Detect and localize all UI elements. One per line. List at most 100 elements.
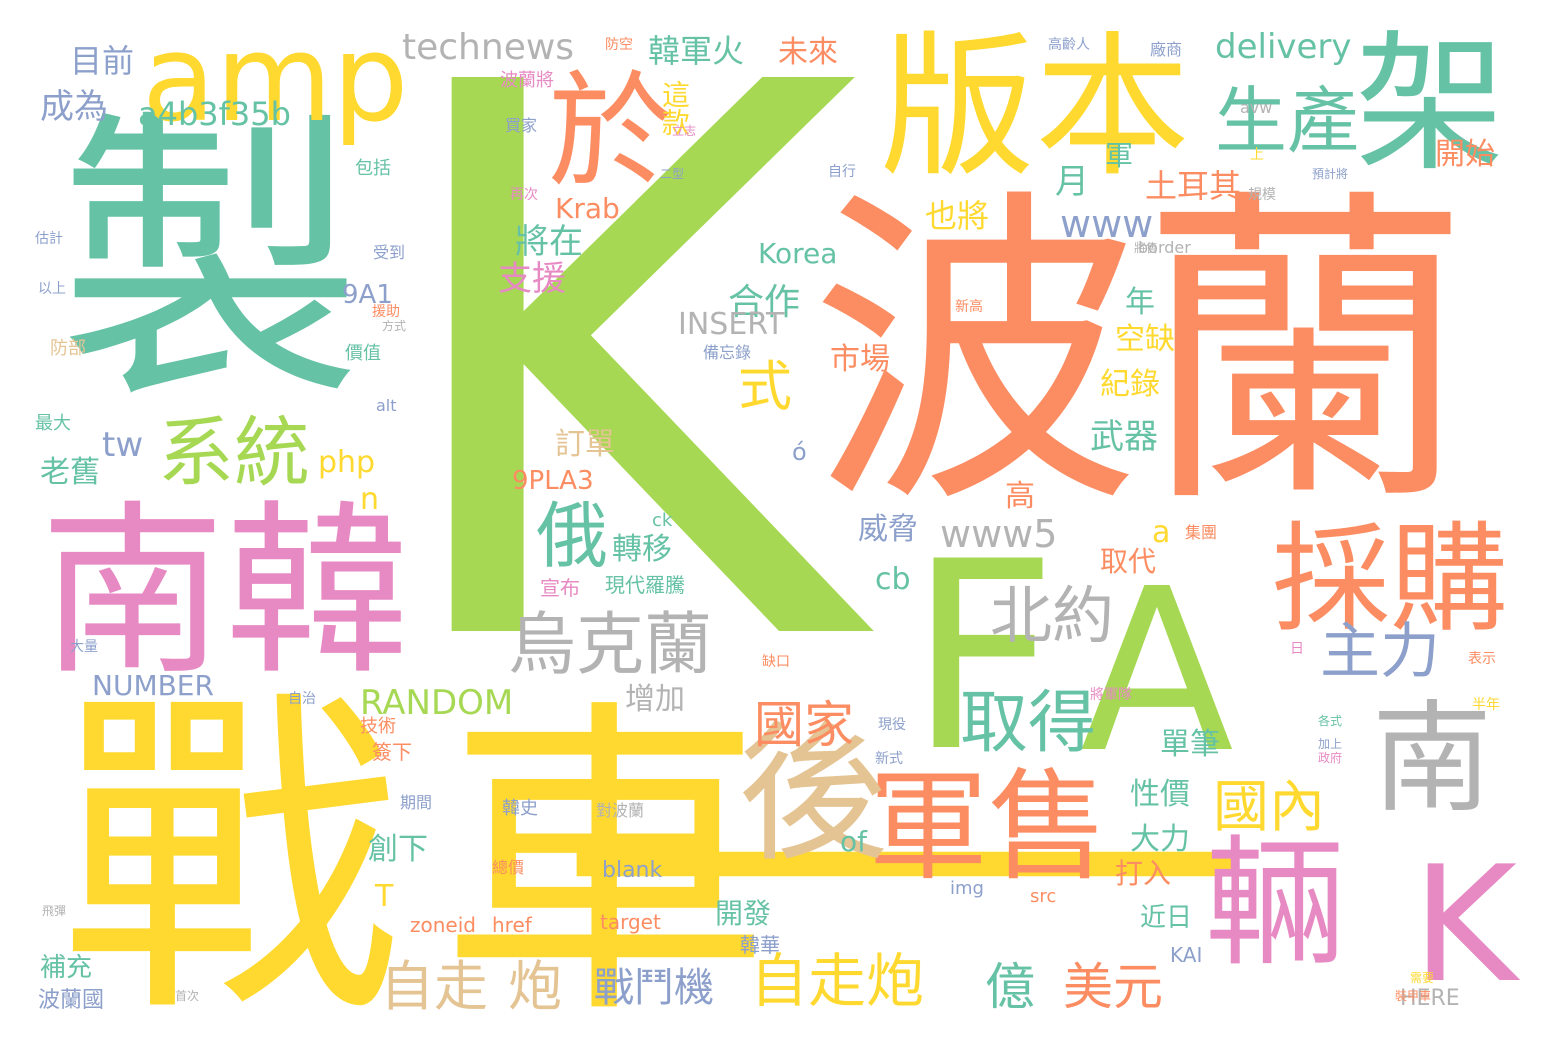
word-baokuo: 包括 — [355, 158, 391, 179]
word-zengjia: 增加 — [625, 682, 685, 717]
word-weilai: 未來 — [778, 35, 838, 70]
word-zhan: 戰 — [60, 662, 400, 1052]
word-qijian: 期間 — [400, 793, 433, 812]
word-nian: 年 — [1125, 285, 1155, 320]
word-yuanzhu: 援助 — [372, 304, 400, 320]
word-jilu: 紀錄 — [1100, 367, 1160, 402]
word-technews: technews — [402, 27, 575, 68]
word-che: 車 — [440, 673, 770, 1052]
word-daliang: 大量 — [70, 639, 98, 655]
word-riri: 日 — [1290, 641, 1304, 657]
word-chengwei: 成為 — [40, 87, 108, 127]
word-daru: 打入 — [1115, 857, 1172, 890]
word-xuyao: 需要 — [1410, 971, 1435, 985]
word-fangshi: 方式 — [382, 319, 407, 333]
word-tw: tw — [102, 425, 144, 465]
word-shoudao: 受到 — [373, 243, 406, 262]
word-number: NUMBER — [92, 669, 214, 702]
word-bolan: 波蘭 — [810, 163, 1470, 547]
word-zhuanyi: 轉移 — [612, 532, 672, 567]
word-jiangzai: 將在 — [515, 222, 583, 262]
word-avw: avw — [1240, 98, 1273, 117]
word-yujijiang: 預計將 — [1312, 167, 1349, 181]
word-quede: 取得 — [960, 684, 1097, 763]
word-yi-yi: 億 — [985, 958, 1035, 1016]
word-tuerqi: 土耳其 — [1145, 167, 1242, 205]
word-jishu: 技術 — [360, 716, 396, 737]
word-o-acute: ó — [792, 438, 807, 466]
word-zhekuan: 這款 — [658, 80, 691, 136]
word-of: of — [840, 825, 867, 858]
word-jiangshou: 將售 — [1134, 241, 1159, 255]
word-laojiu: 老舊 — [40, 455, 100, 490]
word-fangkong: 防空 — [605, 37, 633, 53]
word-junshou: 軍售 — [868, 758, 1108, 897]
word-fangbu: 防部 — [50, 338, 86, 359]
word-zongjia: 總價 — [492, 858, 525, 877]
word-yishang: 以上 — [38, 281, 66, 297]
word-banben: 版本 — [880, 17, 1190, 198]
word-zhiyuan: 支援 — [498, 259, 566, 299]
word-meiyuan: 美元 — [1063, 958, 1163, 1016]
word-danbi: 單筆 — [1160, 727, 1220, 762]
word-www: www — [1060, 202, 1154, 246]
word-ck: ck — [652, 510, 673, 531]
word-zoneid: zoneid — [410, 913, 476, 937]
word-a: a — [1152, 515, 1171, 550]
word-caigou: 採購 — [1272, 510, 1509, 648]
word-chuangxia: 創下 — [368, 832, 428, 867]
word-pao: 炮 — [508, 955, 562, 1018]
word-korea: Korea — [758, 237, 838, 270]
word-jiazhi: 價值 — [345, 343, 381, 364]
word-jia: 架 — [1355, 18, 1506, 192]
word-nanhan: 南韓 — [40, 484, 410, 700]
word-zaici: 再次 — [510, 187, 538, 203]
word-HERE: HERE — [1400, 986, 1460, 1011]
word-jihui: 集團 — [1185, 523, 1218, 542]
word-src: src — [1030, 886, 1057, 907]
word-php: php — [318, 445, 376, 480]
word-bolanjiang: 波蘭將 — [500, 70, 554, 91]
word-buchong: 補充 — [40, 953, 93, 983]
word-gunan: 估計 — [35, 231, 63, 247]
word-delivery: delivery — [1215, 27, 1352, 67]
word-dingdan: 訂單 — [555, 427, 615, 462]
word-zuida: 最大 — [35, 413, 71, 434]
word-yue: 月 — [1055, 162, 1089, 202]
word-xianyi: 現役 — [878, 717, 906, 733]
word-beiyue: 北約 — [990, 579, 1115, 652]
word-xuanbu: 宣布 — [540, 576, 580, 600]
word-zizou: 自走 — [380, 955, 488, 1018]
word-href: href — [492, 913, 532, 937]
word-gezhi: 各式 — [1318, 714, 1343, 728]
word-ye-jiang: 也將 — [925, 197, 990, 235]
word-hezuo: 合作 — [728, 282, 801, 323]
word-nan: 南 — [1372, 690, 1492, 829]
word-dali: 大力 — [1130, 822, 1190, 857]
word-zhandouji: 戰鬥機 — [594, 965, 714, 1011]
word-insert: INSERT — [678, 307, 785, 342]
word-quekou: 缺口 — [762, 654, 790, 670]
word-xingao: 新高 — [955, 299, 983, 315]
word-feidan: 飛彈 — [42, 904, 67, 918]
word-border: border — [1138, 238, 1191, 257]
word-shi: 式 — [738, 355, 792, 418]
word-KAI: KAI — [1170, 943, 1203, 967]
word-quda: 取代 — [1100, 545, 1157, 578]
word-a4b: a4b3f35b — [138, 95, 291, 133]
word-9A1: 9A1 — [342, 280, 393, 310]
word-A: A — [1080, 541, 1234, 803]
word-shengchan: 生產 — [1215, 79, 1360, 163]
word-hanshi: 韓史 — [502, 798, 538, 819]
word-jiashang: 加上 — [1318, 737, 1343, 751]
word-T: T — [375, 879, 394, 914]
word-biaoshi: 表示 — [1468, 651, 1496, 667]
word-mumqian: 目前 — [70, 42, 135, 80]
word-K-large: K — [380, 0, 859, 811]
word-zixing: 自行 — [828, 164, 856, 180]
word-n: n — [360, 482, 380, 517]
word-kaifa: 開發 — [715, 897, 772, 930]
word-hanjunhuo: 韓軍火 — [648, 32, 745, 70]
word-zhengfu: 政府 — [1318, 751, 1343, 765]
